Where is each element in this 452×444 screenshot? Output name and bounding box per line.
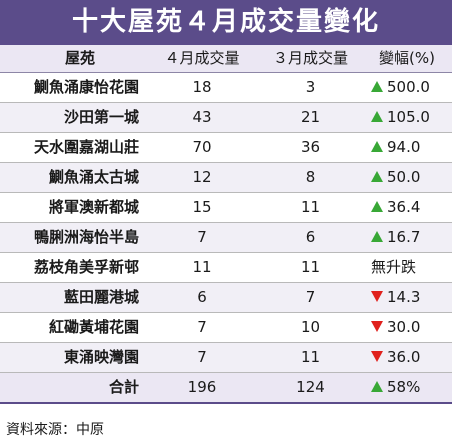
april-volume: 70 [145, 132, 259, 163]
header-april: ４月成交量 [145, 45, 259, 73]
april-volume: 11 [145, 252, 259, 283]
april-volume: 18 [145, 72, 259, 103]
up-triangle-icon [371, 381, 383, 392]
april-volume: 43 [145, 102, 259, 133]
table-row: 荔枝角美孚新邨 11 11 無升跌 [0, 252, 452, 283]
estate-name: 合計 [0, 372, 145, 404]
change-cell: 14.3 [362, 282, 452, 313]
source-note: 資料來源：中原 [6, 422, 104, 438]
estate-name: 荔枝角美孚新邨 [0, 252, 145, 283]
down-triangle-icon [371, 351, 383, 362]
total-row: 合計 196 124 58% [0, 372, 452, 404]
change-value: 30.0 [387, 318, 421, 336]
estate-name: 鰂魚涌太古城 [0, 162, 145, 193]
table-row: 沙田第一城 43 21 105.0 [0, 102, 452, 133]
transaction-table: 屋苑 ４月成交量 ３月成交量 變幅(%) 鰂魚涌康怡花園 18 3 500.0 沙田第一… [0, 45, 452, 404]
up-triangle-icon [371, 171, 383, 182]
april-volume: 6 [145, 282, 259, 313]
change-value: 105.0 [387, 108, 430, 126]
march-volume: 21 [259, 102, 362, 133]
table-row: 鴨脷洲海怡半島 7 6 16.7 [0, 222, 452, 253]
march-volume: 7 [259, 282, 362, 313]
change-cell: 36.4 [362, 192, 452, 223]
change-cell: 500.0 [362, 72, 452, 103]
table-row: 東涌映灣園 7 11 36.0 [0, 342, 452, 373]
change-cell: 無升跌 [362, 252, 452, 283]
march-volume: 124 [259, 372, 362, 404]
april-volume: 12 [145, 162, 259, 193]
change-value: 50.0 [387, 168, 421, 186]
change-cell: 58% [362, 372, 452, 404]
change-value: 36.4 [387, 198, 421, 216]
march-volume: 11 [259, 252, 362, 283]
change-value: 94.0 [387, 138, 421, 156]
table-row: 鰂魚涌康怡花園 18 3 500.0 [0, 72, 452, 103]
change-value: 36.0 [387, 348, 421, 366]
down-triangle-icon [371, 321, 383, 332]
estate-name: 鴨脷洲海怡半島 [0, 222, 145, 253]
change-cell: 105.0 [362, 102, 452, 133]
change-cell: 36.0 [362, 342, 452, 373]
march-volume: 10 [259, 312, 362, 343]
march-volume: 3 [259, 72, 362, 103]
change-cell: 50.0 [362, 162, 452, 193]
up-triangle-icon [371, 201, 383, 212]
estate-name: 鰂魚涌康怡花園 [0, 72, 145, 103]
change-value: 16.7 [387, 228, 421, 246]
april-volume: 7 [145, 342, 259, 373]
april-volume: 7 [145, 312, 259, 343]
march-volume: 6 [259, 222, 362, 253]
page-title: 十大屋苑４月成交量變化 [0, 0, 452, 45]
april-volume: 7 [145, 222, 259, 253]
change-value: 58% [387, 378, 421, 396]
estate-name: 天水圍嘉湖山莊 [0, 132, 145, 163]
march-volume: 11 [259, 192, 362, 223]
march-volume: 8 [259, 162, 362, 193]
table-row: 天水圍嘉湖山莊 70 36 94.0 [0, 132, 452, 163]
march-volume: 36 [259, 132, 362, 163]
estate-name: 將軍澳新都城 [0, 192, 145, 223]
table-row: 紅磡黃埔花園 7 10 30.0 [0, 312, 452, 343]
header-march: ３月成交量 [259, 45, 362, 73]
change-cell: 16.7 [362, 222, 452, 253]
april-volume: 15 [145, 192, 259, 223]
table-row: 將軍澳新都城 15 11 36.4 [0, 192, 452, 223]
up-triangle-icon [371, 111, 383, 122]
table-row: 藍田麗港城 6 7 14.3 [0, 282, 452, 313]
up-triangle-icon [371, 81, 383, 92]
table-header-row: 屋苑 ４月成交量 ３月成交量 變幅(%) [0, 45, 452, 73]
change-cell: 30.0 [362, 312, 452, 343]
up-triangle-icon [371, 231, 383, 242]
estate-name: 藍田麗港城 [0, 282, 145, 313]
estate-name: 東涌映灣園 [0, 342, 145, 373]
up-triangle-icon [371, 141, 383, 152]
header-change: 變幅(%) [362, 45, 452, 73]
header-estate: 屋苑 [0, 45, 145, 73]
estate-name: 紅磡黃埔花園 [0, 312, 145, 343]
table-body: 鰂魚涌康怡花園 18 3 500.0 沙田第一城 43 21 105.0 天水圍嘉湖山莊 70 36… [0, 72, 452, 404]
march-volume: 11 [259, 342, 362, 373]
change-value: 500.0 [387, 78, 430, 96]
change-cell: 94.0 [362, 132, 452, 163]
change-value: 14.3 [387, 288, 421, 306]
change-value: 無升跌 [371, 258, 417, 276]
down-triangle-icon [371, 291, 383, 302]
april-volume: 196 [145, 372, 259, 404]
estate-name: 沙田第一城 [0, 102, 145, 133]
table-row: 鰂魚涌太古城 12 8 50.0 [0, 162, 452, 193]
